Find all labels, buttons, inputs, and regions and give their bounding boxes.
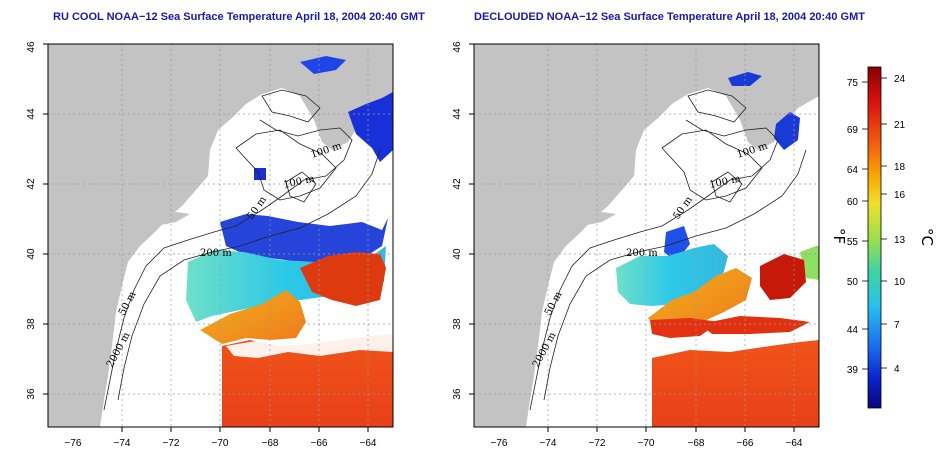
right-grid: [474, 44, 819, 427]
warm-tongue: [200, 290, 306, 344]
right-x-axis: −76 −74 −72 −70 −68 −66 −64: [491, 427, 803, 449]
long-island: [576, 212, 616, 226]
fahrenheit-tick-label: 50: [847, 277, 859, 288]
right-y-axis: 36 38 40 42 44 46: [452, 41, 474, 400]
warm-water: [652, 340, 819, 427]
celsius-tick-label: 21: [894, 120, 906, 131]
left-map: 100 m 100 m 50 m 200 m 50 m 2000 m −76 −…: [26, 41, 394, 449]
lat-tick-label: 44: [452, 108, 463, 120]
fahrenheit-tick-label: 55: [847, 237, 859, 248]
lat-tick-label: 44: [26, 108, 37, 120]
celsius-tick-label: 18: [894, 162, 906, 173]
fahrenheit-label: °F: [830, 228, 848, 244]
lon-tick-label: −68: [262, 438, 279, 449]
land-mass: [474, 44, 819, 427]
lat-tick-label: 46: [452, 41, 463, 53]
lat-tick-label: 36: [26, 388, 37, 400]
lon-tick-label: −64: [786, 438, 803, 449]
cold-water-ne: [348, 92, 393, 162]
fahrenheit-tick-label: 44: [847, 325, 859, 336]
long-island: [150, 212, 190, 226]
land-mass: [48, 44, 393, 427]
lat-tick-label: 40: [26, 248, 37, 260]
warm-band: [700, 316, 810, 334]
celsius-tick-label: 16: [894, 190, 906, 201]
lon-tick-label: −66: [311, 438, 328, 449]
lon-tick-label: −72: [163, 438, 180, 449]
celsius-tick-label: 10: [894, 277, 906, 288]
warm-ring: [760, 254, 806, 300]
lat-tick-label: 40: [452, 248, 463, 260]
cold-water-blue: [220, 214, 388, 266]
lon-tick-label: −64: [360, 438, 377, 449]
lon-tick-label: −74: [540, 438, 557, 449]
warm-strip: [650, 318, 720, 338]
left-panel-title: RU COOL NOAA−12 Sea Surface Temperature …: [53, 11, 425, 23]
lon-tick-label: −68: [688, 438, 705, 449]
warm-ring: [300, 252, 386, 306]
left-y-axis: 36 38 40 42 44 46: [26, 41, 48, 400]
contour-label-200m: 200 m: [200, 248, 232, 259]
right-contours: [529, 89, 807, 411]
cold-water-coast: [664, 226, 690, 262]
celsius-label: °C: [918, 228, 936, 246]
right-panel-title: DECLOUDED NOAA−12 Sea Surface Temperatur…: [474, 11, 865, 23]
left-grid: [48, 44, 393, 427]
left-x-axis: −76 −74 −72 −70 −68 −66 −64: [65, 427, 377, 449]
fahrenheit-tick-label: 75: [847, 78, 859, 89]
lon-tick-label: −76: [491, 438, 508, 449]
nova-scotia: [742, 56, 819, 120]
cold-water-ne: [774, 112, 800, 150]
celsius-tick-label: 4: [894, 364, 900, 375]
celsius-tick-label: 13: [894, 235, 906, 246]
colorbar-gradient: [867, 66, 882, 409]
lon-tick-label: −70: [638, 438, 655, 449]
left-contours: [103, 89, 381, 411]
warm-tongue: [648, 268, 752, 334]
celsius-ticks: 24 21 18 16 13 10 7 4: [894, 74, 906, 375]
cold-water-nw: [300, 56, 346, 74]
lat-tick-label: 46: [26, 41, 37, 53]
cloud-gap: [226, 330, 393, 358]
lon-tick-label: −74: [114, 438, 131, 449]
fahrenheit-ticks: 75 69 64 60 55 50 44 39: [847, 78, 859, 376]
fahrenheit-tick-label: 60: [847, 197, 859, 208]
lon-tick-label: −70: [212, 438, 229, 449]
lat-tick-label: 36: [452, 388, 463, 400]
lat-tick-label: 38: [26, 318, 37, 330]
fahrenheit-tick-label: 39: [847, 365, 859, 376]
celsius-tick-label: 24: [894, 74, 906, 85]
lon-tick-label: −66: [737, 438, 754, 449]
lon-tick-label: −76: [65, 438, 82, 449]
lat-tick-label: 38: [452, 318, 463, 330]
colorbar: 75 69 64 60 55 50 44 39 24 21 18 16 13 1…: [830, 66, 936, 409]
lat-tick-label: 42: [26, 178, 37, 190]
colorbar-tick-marks: [862, 77, 887, 370]
fahrenheit-tick-label: 64: [847, 165, 859, 176]
celsius-tick-label: 7: [894, 320, 900, 331]
lat-tick-label: 42: [452, 178, 463, 190]
contour-label-200m: 200 m: [626, 248, 658, 259]
warm-water: [222, 334, 393, 427]
lon-tick-label: −72: [589, 438, 606, 449]
fahrenheit-tick-label: 69: [847, 125, 859, 136]
right-map: 100 m 100 m 50 m 200 m 50 m 2000 m −76 −…: [452, 41, 820, 449]
